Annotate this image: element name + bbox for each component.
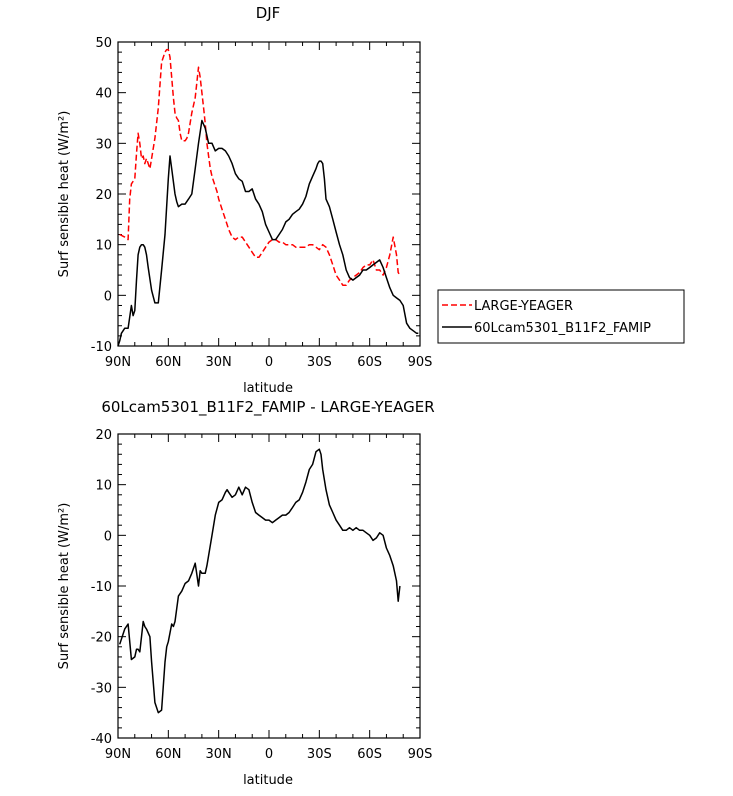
x-tick-label: 90S — [408, 747, 433, 762]
60lcam5301-b11f2-famip-series-line — [117, 119, 419, 347]
difference-series-line — [118, 448, 401, 714]
plot-frame — [117, 41, 421, 347]
x-tick-label: 90S — [408, 355, 433, 370]
y-tick-label: 20 — [95, 428, 112, 443]
y-tick-label: -40 — [91, 732, 112, 747]
bottom-chart-title: 60Lcam5301_B11F2_FAMIP - LARGE-YEAGER — [101, 398, 434, 417]
x-tick-label: 90N — [105, 355, 131, 370]
x-tick-label: 90N — [105, 747, 131, 762]
x-tick-label: 30N — [206, 355, 232, 370]
x-tick-label: 30N — [206, 747, 232, 762]
x-tick-label: 60N — [155, 355, 181, 370]
y-tick-label: 20 — [95, 188, 112, 203]
y-tick-label: 0 — [104, 529, 112, 544]
legend-label-cam5301: 60Lcam5301_B11F2_FAMIP — [474, 321, 651, 336]
y-tick-label: 50 — [95, 36, 112, 51]
y-tick-label: -10 — [91, 340, 112, 355]
y-tick-label: -30 — [91, 681, 112, 696]
bottom-x-axis-label: latitude — [243, 773, 293, 788]
bottom-y-axis-label: Surf sensible heat (W/m²) — [57, 503, 72, 670]
x-tick-label: 30S — [307, 747, 332, 762]
x-tick-label: 60S — [357, 747, 382, 762]
y-tick-label: 0 — [104, 289, 112, 304]
y-tick-label: -20 — [91, 631, 112, 646]
y-tick-label: -10 — [91, 580, 112, 595]
x-tick-label: 60N — [155, 747, 181, 762]
top-y-axis-label: Surf sensible heat (W/m²) — [57, 111, 72, 278]
y-tick-label: 10 — [95, 239, 112, 254]
legend: LARGE-YEAGER 60Lcam5301_B11F2_FAMIP — [437, 289, 685, 344]
large-yeager-series-line — [119, 48, 401, 286]
x-tick-label: 30S — [307, 355, 332, 370]
y-tick-label: 10 — [95, 479, 112, 494]
x-tick-label: 0 — [265, 747, 273, 762]
x-tick-label: 60S — [357, 355, 382, 370]
y-tick-label: 40 — [95, 87, 112, 102]
top-chart-title: DJF — [256, 4, 281, 22]
legend-label-large-yeager: LARGE-YEAGER — [474, 299, 573, 314]
y-tick-label: 30 — [95, 137, 112, 152]
bottom-panel: 60Lcam5301_B11F2_FAMIP - LARGE-YEAGER la… — [57, 398, 435, 788]
top-x-axis-label: latitude — [243, 381, 293, 396]
top-panel: DJF latitude Surf sensible heat (W/m²) 9… — [57, 4, 432, 396]
legend-box — [437, 289, 685, 344]
x-tick-label: 0 — [265, 355, 273, 370]
